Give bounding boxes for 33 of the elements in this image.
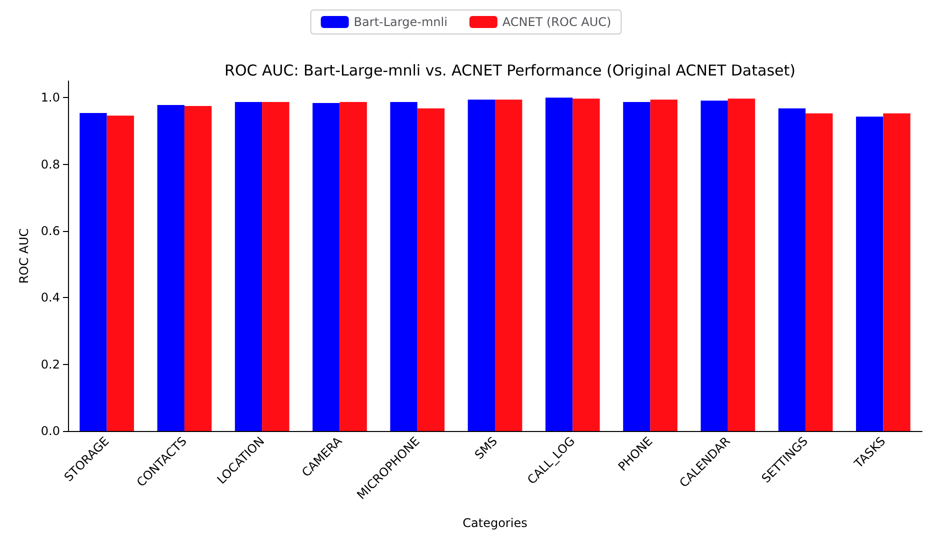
bar bbox=[545, 98, 573, 431]
bar bbox=[883, 113, 910, 431]
y-tick-label: 0.2 bbox=[40, 357, 60, 372]
bar bbox=[184, 106, 212, 431]
bar bbox=[856, 116, 884, 431]
bar bbox=[623, 102, 650, 431]
bar bbox=[778, 108, 806, 431]
bar bbox=[312, 103, 340, 431]
bar bbox=[390, 102, 418, 431]
legend-label: Bart-Large-mnli bbox=[354, 15, 448, 29]
bar bbox=[340, 102, 367, 431]
bar bbox=[262, 102, 290, 431]
bar bbox=[806, 113, 833, 431]
legend-label: ACNET (ROC AUC) bbox=[502, 15, 612, 29]
bar bbox=[234, 102, 262, 431]
y-tick-label: 0.8 bbox=[40, 157, 60, 172]
y-axis-title: ROC AUC bbox=[17, 228, 31, 284]
bar bbox=[700, 100, 728, 431]
bar bbox=[572, 98, 600, 431]
y-tick-label: 0.6 bbox=[40, 224, 60, 238]
y-tick-label: 0.0 bbox=[40, 424, 60, 438]
bar bbox=[157, 105, 184, 431]
bar bbox=[728, 98, 756, 431]
chart-title: ROC AUC: Bart-Large-mnli vs. ACNET Performance (Original ACNET Dataset) bbox=[224, 62, 796, 80]
bar bbox=[106, 116, 134, 431]
bar bbox=[80, 113, 107, 431]
bar bbox=[495, 100, 522, 431]
y-tick-label: 1.0 bbox=[40, 90, 60, 105]
x-axis-title: Categories bbox=[462, 516, 528, 530]
bar bbox=[650, 100, 678, 431]
y-tick-label: 0.4 bbox=[40, 290, 60, 305]
bar bbox=[468, 100, 495, 431]
bar bbox=[417, 108, 445, 431]
